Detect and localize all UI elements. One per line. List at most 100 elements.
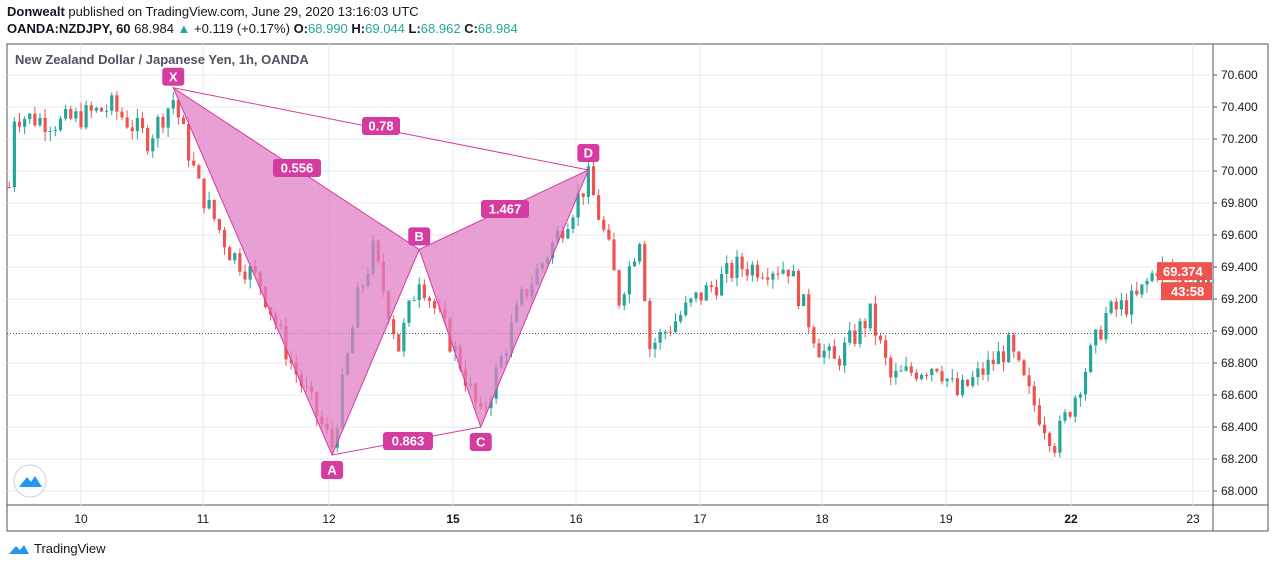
candle <box>832 339 836 359</box>
candles <box>7 91 1211 458</box>
x-tick-label: 22 <box>1064 512 1078 526</box>
candle-body <box>735 256 739 278</box>
open-label: O: <box>293 21 309 36</box>
candle <box>407 299 411 327</box>
candle <box>1130 284 1134 324</box>
candle-body <box>166 108 170 128</box>
candle <box>207 191 211 210</box>
candle-body <box>1078 394 1082 398</box>
candle-body <box>761 277 765 279</box>
candle <box>1099 325 1103 341</box>
candle <box>212 199 216 222</box>
y-tick-label: 68.400 <box>1221 420 1258 434</box>
candle <box>197 163 201 179</box>
author[interactable]: Donwealt <box>7 4 65 19</box>
candle-body <box>407 300 411 323</box>
candle-body <box>1017 351 1021 361</box>
candle-body <box>120 111 124 118</box>
candle-body <box>750 264 754 276</box>
candle-body <box>412 300 416 302</box>
candle-body <box>714 287 719 296</box>
candle-body <box>7 187 11 188</box>
candle <box>776 266 780 280</box>
x-tick-label: 11 <box>197 512 210 526</box>
candle <box>725 255 729 283</box>
close-label: C: <box>464 21 478 36</box>
candle-body <box>1083 372 1088 395</box>
ratio-ac-bg <box>383 432 433 450</box>
candle <box>1048 431 1052 453</box>
candle-body <box>653 342 657 350</box>
candle-body <box>571 217 575 230</box>
point-label-a-text: A <box>327 463 337 478</box>
footer-brand[interactable]: TradingView <box>34 541 106 556</box>
candle <box>12 117 16 193</box>
candle-body <box>904 366 908 371</box>
candle-body <box>135 117 139 132</box>
candle <box>140 111 145 134</box>
candle <box>745 261 749 281</box>
point-label-a-bg <box>321 461 344 479</box>
candle <box>740 252 744 277</box>
candle-body <box>617 270 621 306</box>
candle <box>422 279 426 301</box>
y-tick-label: 69.800 <box>1221 196 1258 210</box>
candle-body <box>966 379 970 386</box>
candle-body <box>79 111 83 128</box>
candle <box>392 315 396 340</box>
candle <box>1032 381 1036 412</box>
candle-body <box>1109 301 1113 313</box>
ratio-xab: 0.556 <box>273 159 321 177</box>
candle-body <box>38 117 42 126</box>
chart-frame <box>6 43 1269 532</box>
candle-body <box>914 372 918 380</box>
tradingview-watermark-icon <box>13 464 47 498</box>
candle <box>89 101 93 119</box>
tradingview-logo-icon <box>9 544 29 554</box>
candle-body <box>1022 360 1026 376</box>
candle <box>28 112 32 124</box>
candle-body <box>1114 301 1118 310</box>
candle-body <box>427 298 432 301</box>
candle <box>181 114 186 125</box>
candle-body <box>591 166 596 196</box>
candle <box>1037 398 1041 427</box>
candle <box>602 216 606 233</box>
candle <box>222 227 227 255</box>
y-tick-label: 69.600 <box>1221 228 1258 242</box>
candle-body <box>945 378 949 382</box>
candle <box>996 341 1000 365</box>
candle-body <box>781 269 785 274</box>
candle-body <box>991 359 995 365</box>
candle <box>909 362 913 377</box>
candle <box>904 356 908 372</box>
candle <box>79 102 83 130</box>
candle <box>586 158 590 205</box>
candle-body <box>894 370 898 378</box>
candle <box>433 298 437 315</box>
candle <box>694 291 698 303</box>
candle-body <box>28 113 32 120</box>
candle-body <box>581 193 585 197</box>
candle <box>233 252 237 265</box>
candle-body <box>12 121 16 188</box>
ratio-bcd: 1.467 <box>481 200 529 218</box>
candle-body <box>827 346 831 351</box>
candle-body <box>863 321 867 329</box>
candle <box>115 91 119 120</box>
change: +0.119 (+0.17%) <box>194 21 290 36</box>
x-tick-label: 17 <box>693 512 707 526</box>
candle-body <box>638 244 642 262</box>
candle <box>981 362 985 381</box>
point-label-b: B <box>408 227 431 246</box>
x-tick-label: 15 <box>446 512 460 526</box>
current-price-label: 69.374 <box>1163 264 1204 279</box>
candle-body <box>33 113 37 126</box>
candle-body <box>48 130 52 132</box>
candle <box>612 232 616 271</box>
candle-body <box>181 117 186 125</box>
candle <box>802 294 806 307</box>
candle-body <box>1058 420 1062 453</box>
candle <box>581 193 585 205</box>
